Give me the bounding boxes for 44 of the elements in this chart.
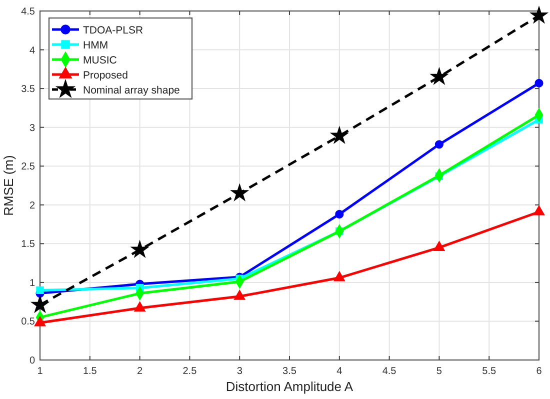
point xyxy=(31,296,49,312)
y-tick-label: 1 xyxy=(29,278,36,289)
x-tick-label: 3 xyxy=(236,366,243,377)
point xyxy=(36,286,44,294)
x-tick-label: 1 xyxy=(37,366,44,377)
y-tick-label: 4 xyxy=(29,45,36,56)
point xyxy=(530,6,548,23)
legend-label: Proposed xyxy=(83,70,128,82)
point xyxy=(534,78,544,88)
y-tick-label: 3.5 xyxy=(21,84,36,96)
point xyxy=(234,290,246,300)
legend-label: TDOA-PLSR xyxy=(83,24,144,36)
point xyxy=(334,271,345,282)
point xyxy=(131,240,148,258)
legend-label: MUSIC xyxy=(83,54,118,66)
y-tick-label: 0.5 xyxy=(21,316,36,328)
x-tick-label: 5 xyxy=(436,366,442,377)
y-axis-title: RMSE (m) xyxy=(1,155,16,216)
point xyxy=(330,126,348,144)
point xyxy=(434,241,445,251)
x-tick-label: 5.5 xyxy=(482,366,496,377)
point xyxy=(434,140,444,149)
point xyxy=(134,302,146,312)
y-tick-label: 3 xyxy=(29,122,36,134)
y-tick-label: 1.5 xyxy=(21,239,36,250)
point xyxy=(231,184,248,201)
x-axis-title: Distortion Amplitude A xyxy=(226,379,354,394)
legend-label: HMM xyxy=(83,40,108,52)
x-tick-label: 2.5 xyxy=(182,366,198,377)
point xyxy=(335,210,344,218)
y-tick-label: 2 xyxy=(29,200,36,212)
y-tick-label: 0 xyxy=(29,356,36,366)
x-tick-label: 4 xyxy=(336,366,343,377)
x-tick-label: 3.5 xyxy=(282,366,297,377)
point xyxy=(430,68,448,84)
y-tick-label: 2.5 xyxy=(21,162,36,173)
x-tick-label: 1.5 xyxy=(82,366,98,377)
x-tick-label: 6 xyxy=(536,366,542,377)
point xyxy=(34,316,46,326)
legend-label: Nominal array shape xyxy=(83,84,180,96)
point xyxy=(533,205,545,216)
x-tick-label: 2 xyxy=(137,366,144,377)
x-tick-label: 4.5 xyxy=(382,366,397,377)
y-tick-label: 4.5 xyxy=(21,6,36,18)
